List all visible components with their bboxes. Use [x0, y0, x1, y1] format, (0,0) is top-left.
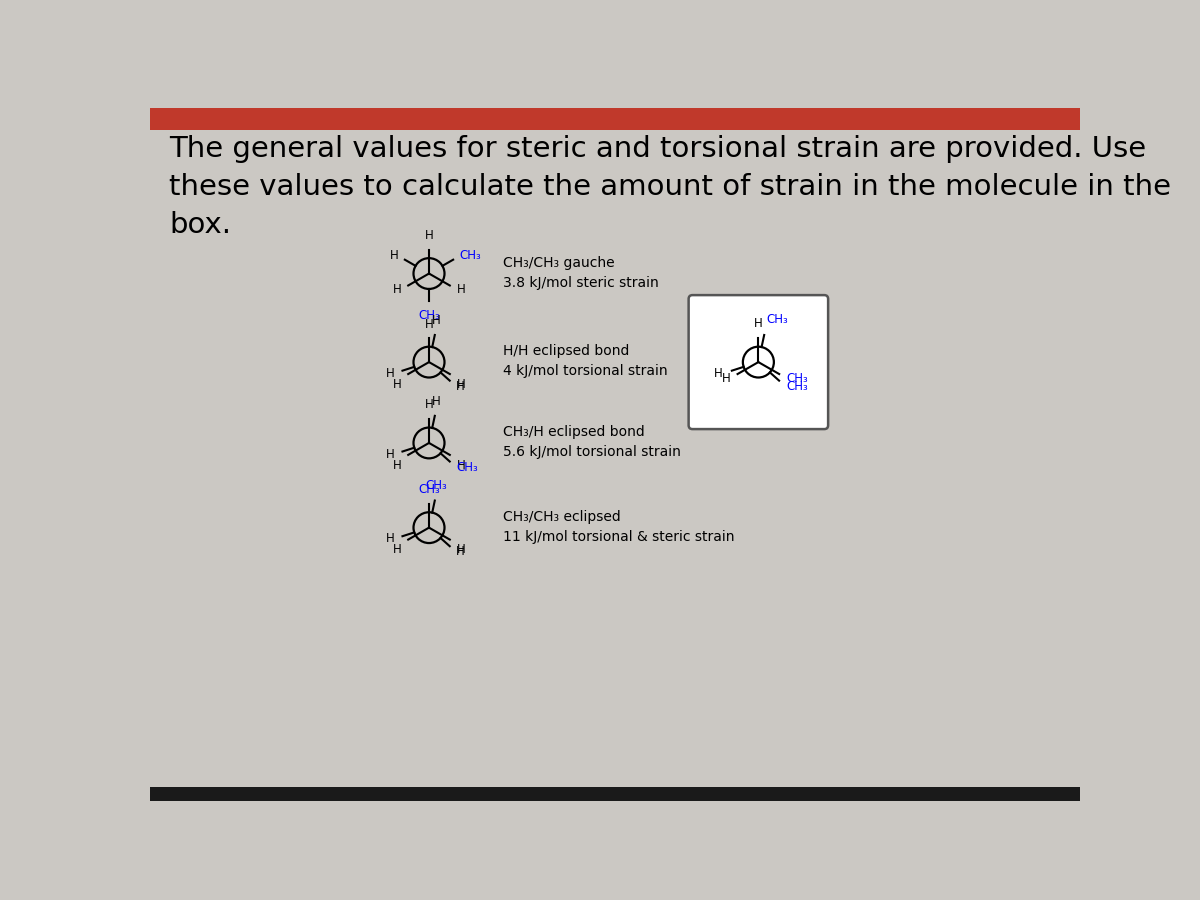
Text: CH₃: CH₃ — [460, 249, 481, 262]
Text: H: H — [456, 545, 464, 558]
Text: H: H — [456, 283, 466, 296]
Text: H: H — [456, 544, 466, 556]
Text: CH₃: CH₃ — [418, 483, 440, 496]
Text: CH₃: CH₃ — [418, 309, 440, 322]
Text: H: H — [385, 532, 395, 545]
Text: H: H — [389, 249, 398, 262]
Text: CH₃/CH₃ eclipsed: CH₃/CH₃ eclipsed — [503, 510, 620, 524]
Text: CH₃: CH₃ — [456, 461, 478, 473]
Text: H: H — [425, 399, 433, 411]
Text: H: H — [425, 229, 433, 242]
Bar — [150, 788, 1080, 801]
Text: CH₃: CH₃ — [786, 381, 808, 393]
Text: H/H eclipsed bond: H/H eclipsed bond — [503, 345, 629, 358]
Text: H: H — [754, 317, 763, 329]
Text: The general values for steric and torsional strain are provided. Use
these value: The general values for steric and torsio… — [169, 135, 1171, 238]
Text: H: H — [392, 544, 402, 556]
Text: H: H — [392, 378, 402, 391]
Text: CH₃/CH₃ gauche: CH₃/CH₃ gauche — [503, 256, 614, 270]
FancyBboxPatch shape — [689, 295, 828, 429]
Text: H: H — [456, 459, 466, 472]
Text: H: H — [456, 380, 464, 392]
Text: 11 kJ/mol torsional & steric strain: 11 kJ/mol torsional & steric strain — [503, 530, 734, 544]
Text: H: H — [432, 394, 440, 408]
Text: H: H — [714, 367, 722, 380]
Text: 5.6 kJ/mol torsional strain: 5.6 kJ/mol torsional strain — [503, 446, 680, 459]
Text: CH₃: CH₃ — [786, 372, 809, 385]
Text: H: H — [385, 367, 395, 380]
Text: H: H — [425, 318, 433, 330]
Text: CH₃: CH₃ — [426, 480, 448, 492]
Text: 3.8 kJ/mol steric strain: 3.8 kJ/mol steric strain — [503, 275, 659, 290]
Text: H: H — [456, 378, 466, 391]
Text: 4 kJ/mol torsional strain: 4 kJ/mol torsional strain — [503, 364, 667, 378]
Text: CH₃: CH₃ — [766, 313, 788, 326]
Text: H: H — [432, 314, 440, 327]
Text: H: H — [385, 447, 395, 461]
Text: CH₃/H eclipsed bond: CH₃/H eclipsed bond — [503, 425, 644, 439]
Text: H: H — [392, 283, 402, 296]
Bar — [150, 108, 1080, 130]
Text: H: H — [721, 372, 730, 385]
Text: H: H — [392, 459, 402, 472]
